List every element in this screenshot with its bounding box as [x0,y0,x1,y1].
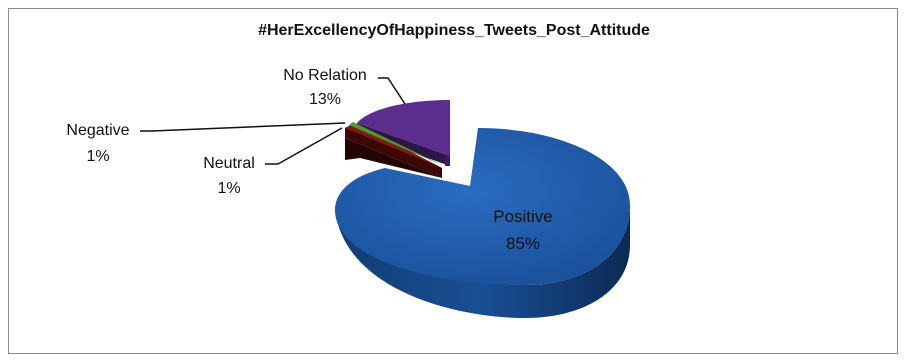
leader-line-negative [140,122,346,132]
percent-no-relation: 13% [309,91,341,108]
label-positive: Positive [493,207,553,226]
leader-line-no-relation [378,77,406,105]
slice-positive [335,128,630,318]
percent-positive: 85% [506,234,540,253]
slice-negative [349,122,444,166]
label-negative: Negative [66,122,129,139]
slice-no-relation [357,100,450,166]
percent-neutral: 1% [217,180,240,197]
slice-neutral [345,123,442,178]
chart-title: #HerExcellencyOfHappiness_Tweets_Post_At… [258,22,650,39]
label-neutral: Neutral [203,155,255,172]
leader-line-neutral [265,127,343,165]
percent-negative: 1% [86,148,109,165]
label-no-relation: No Relation [283,67,367,84]
